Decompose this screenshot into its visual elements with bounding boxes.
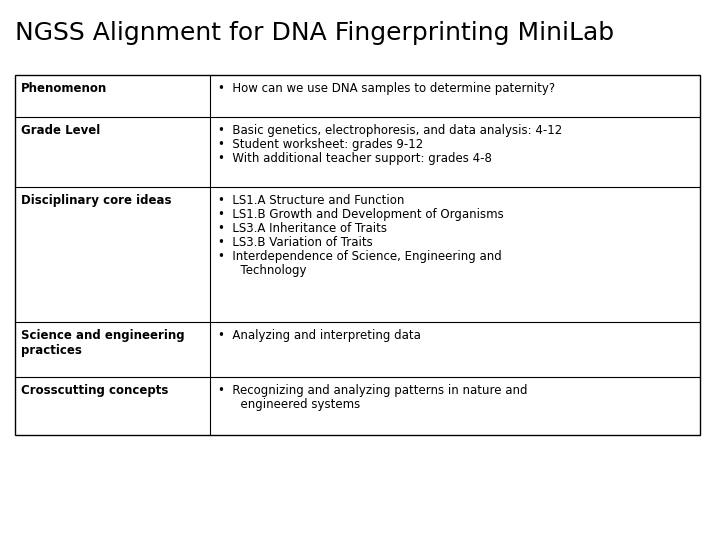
Text: engineered systems: engineered systems <box>218 398 361 411</box>
Text: •  How can we use DNA samples to determine paternity?: • How can we use DNA samples to determin… <box>218 82 555 95</box>
Text: •  Student worksheet: grades 9-12: • Student worksheet: grades 9-12 <box>218 138 423 151</box>
Text: Crosscutting concepts: Crosscutting concepts <box>21 384 168 397</box>
Text: Technology: Technology <box>218 264 307 277</box>
Text: •  LS3.A Inheritance of Traits: • LS3.A Inheritance of Traits <box>218 222 387 235</box>
Bar <box>15 75 700 435</box>
Text: Grade Level: Grade Level <box>21 124 100 137</box>
Text: •  LS1.B Growth and Development of Organisms: • LS1.B Growth and Development of Organi… <box>218 208 504 221</box>
Text: •  Recognizing and analyzing patterns in nature and: • Recognizing and analyzing patterns in … <box>218 384 528 397</box>
Text: Disciplinary core ideas: Disciplinary core ideas <box>21 194 171 207</box>
Text: •  Interdependence of Science, Engineering and: • Interdependence of Science, Engineerin… <box>218 250 502 263</box>
Text: Phenomenon: Phenomenon <box>21 82 107 95</box>
Text: •  With additional teacher support: grades 4-8: • With additional teacher support: grade… <box>218 152 492 165</box>
Text: •  Analyzing and interpreting data: • Analyzing and interpreting data <box>218 329 421 342</box>
Text: NGSS Alignment for DNA Fingerprinting MiniLab: NGSS Alignment for DNA Fingerprinting Mi… <box>15 21 614 45</box>
Text: •  LS1.A Structure and Function: • LS1.A Structure and Function <box>218 194 405 207</box>
Text: •  Basic genetics, electrophoresis, and data analysis: 4-12: • Basic genetics, electrophoresis, and d… <box>218 124 562 137</box>
Text: •  LS3.B Variation of Traits: • LS3.B Variation of Traits <box>218 236 373 249</box>
Text: Science and engineering
practices: Science and engineering practices <box>21 329 184 357</box>
